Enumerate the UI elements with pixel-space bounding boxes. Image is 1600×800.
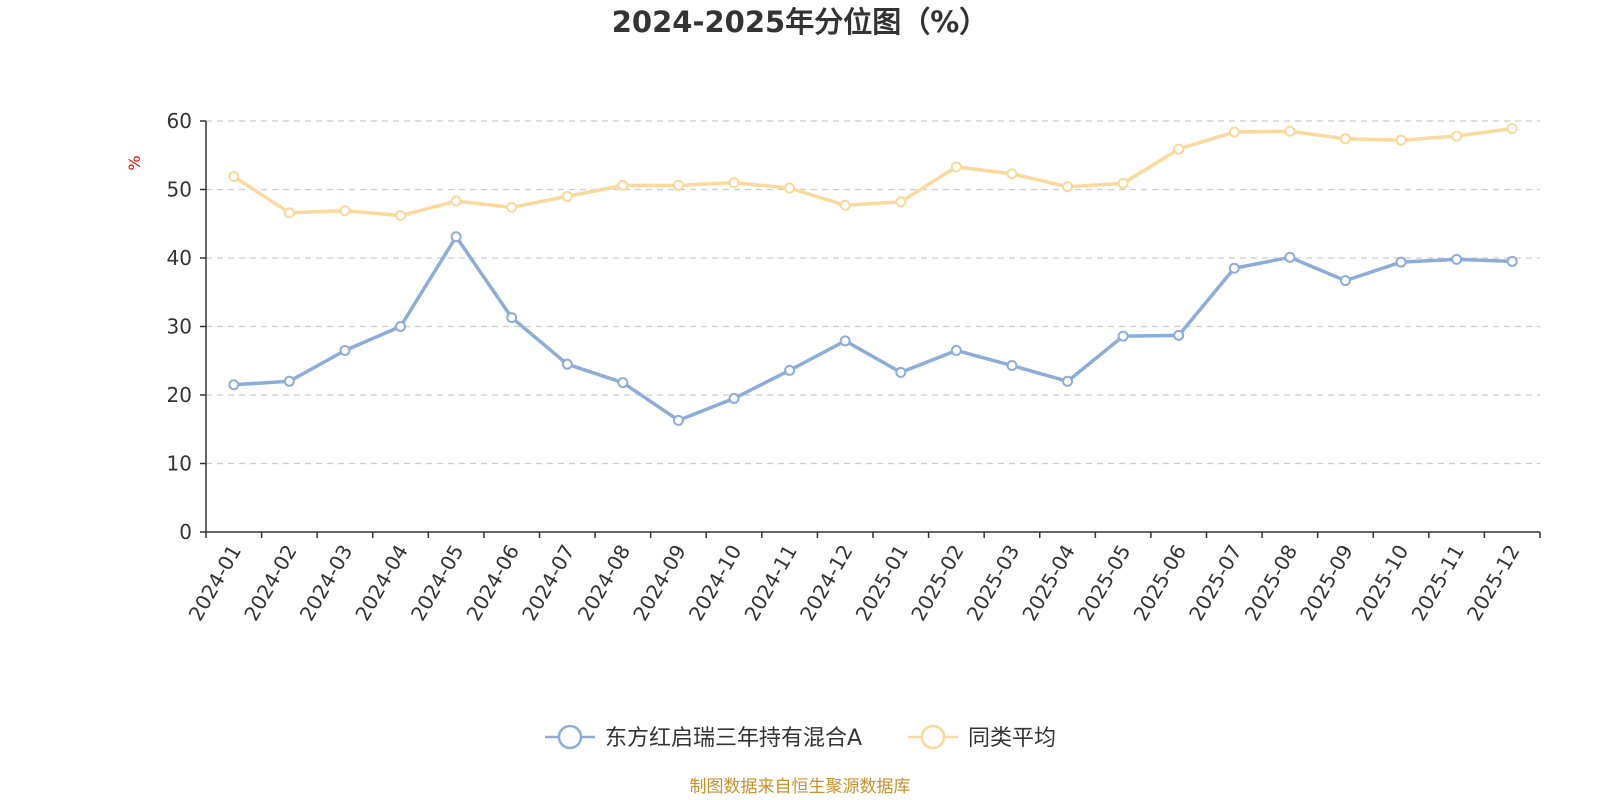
data-point[interactable] [1506,123,1518,135]
data-point[interactable] [1395,256,1407,268]
data-point[interactable] [1006,360,1018,372]
data-point[interactable] [950,161,962,173]
legend[interactable]: 东方红启瑞三年持有混合A 同类平均 [545,724,1056,751]
data-point[interactable] [450,231,462,243]
data-point[interactable] [784,182,796,194]
data-point[interactable] [506,201,518,213]
data-point[interactable] [1062,181,1074,193]
data-point[interactable] [617,179,629,191]
data-point[interactable] [1117,177,1129,189]
data-point[interactable] [339,344,351,356]
x-tick-label: 2024-10 [684,541,747,625]
legend-swatch-marker [557,724,583,750]
data-point[interactable] [283,375,295,387]
data-point[interactable] [450,195,462,207]
y-tick-label: 20 [167,383,192,407]
series-group [228,123,1518,426]
data-point[interactable] [1228,262,1240,274]
data-point[interactable] [895,196,907,208]
data-point[interactable] [1284,125,1296,137]
source-note: 制图数据来自恒生聚源数据库 [690,777,911,797]
x-tick-label: 2024-09 [628,541,691,625]
y-axis-label: % [125,155,144,170]
data-point[interactable] [617,377,629,389]
x-tick-label: 2024-01 [184,541,247,625]
data-point[interactable] [1173,143,1185,155]
legend-item-1[interactable]: 东方红启瑞三年持有混合A [545,724,862,751]
data-point[interactable] [506,312,518,324]
chart-title: 2024-2025年分位图（%） [612,5,989,39]
series-line-1 [233,235,1513,423]
x-tick-label: 2025-04 [1017,541,1080,625]
data-point[interactable] [339,205,351,217]
data-point[interactable] [1506,255,1518,267]
data-point[interactable] [1062,375,1074,387]
data-point[interactable] [1173,329,1185,341]
x-tick-label: 2024-08 [573,541,636,625]
x-tick-label: 2025-07 [1184,541,1247,625]
y-tick-label: 60 [167,109,192,133]
data-point[interactable] [728,392,740,404]
x-tick-label: 2025-03 [962,541,1025,625]
x-tick-label: 2024-03 [295,541,358,625]
x-tick-label: 2024-11 [739,541,802,625]
data-point[interactable] [672,414,684,426]
data-point[interactable] [561,358,573,370]
x-tick-label: 2025-05 [1073,541,1136,625]
data-point[interactable] [228,379,240,391]
data-point[interactable] [1395,134,1407,146]
data-point[interactable] [561,190,573,202]
x-tick-label: 2025-01 [851,541,914,625]
x-tick-label: 2024-12 [795,541,858,625]
data-point[interactable] [1451,130,1463,142]
data-point[interactable] [839,199,851,211]
x-tick-label: 2024-02 [239,541,302,625]
data-point[interactable] [1451,253,1463,265]
data-point[interactable] [839,335,851,347]
y-tick-label: 40 [167,246,192,270]
legend-label: 东方红启瑞三年持有混合A [605,726,862,751]
data-point[interactable] [784,364,796,376]
y-tick-label: 30 [167,315,192,339]
x-tick-label: 2024-07 [517,541,580,625]
data-point[interactable] [1006,168,1018,180]
legend-label: 同类平均 [968,726,1056,751]
x-tick-label: 2024-06 [461,541,524,625]
data-point[interactable] [1339,133,1351,145]
x-tick-label: 2025-10 [1351,541,1414,625]
data-point[interactable] [895,366,907,378]
x-tick-label: 2025-09 [1295,541,1358,625]
axes: 01020304050602024-012024-022024-032024-0… [167,109,1541,625]
data-point[interactable] [950,344,962,356]
data-point[interactable] [395,210,407,222]
x-tick-label: 2025-08 [1240,541,1303,625]
y-tick-label: 0 [179,520,192,544]
y-tick-label: 50 [167,178,192,202]
series-line-2 [232,126,1513,218]
data-point[interactable] [728,177,740,189]
legend-item-2[interactable]: 同类平均 [908,724,1056,751]
data-point[interactable] [1284,251,1296,263]
data-point[interactable] [395,321,407,332]
x-tick-label: 2025-02 [906,541,969,625]
data-point[interactable] [1339,275,1351,287]
gridlines [206,120,1540,465]
data-point[interactable] [672,179,684,191]
legend-swatch-marker [920,724,946,750]
data-point[interactable] [283,207,295,219]
data-point[interactable] [228,170,240,182]
x-tick-label: 2025-06 [1128,541,1191,625]
x-tick-label: 2024-05 [406,541,469,625]
x-tick-label: 2024-04 [350,541,413,625]
data-point[interactable] [1117,330,1129,342]
y-tick-label: 10 [167,452,192,476]
x-tick-label: 2025-12 [1462,541,1525,625]
x-tick-label: 2025-11 [1406,541,1469,625]
data-point[interactable] [1228,126,1240,138]
